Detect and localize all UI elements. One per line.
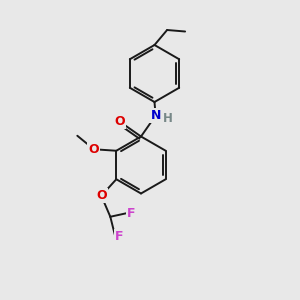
Text: O: O xyxy=(88,143,98,156)
Text: O: O xyxy=(115,116,125,128)
Text: F: F xyxy=(115,230,124,243)
Text: N: N xyxy=(150,109,161,122)
Text: O: O xyxy=(96,189,106,202)
Text: H: H xyxy=(163,112,173,124)
Text: F: F xyxy=(127,207,136,220)
